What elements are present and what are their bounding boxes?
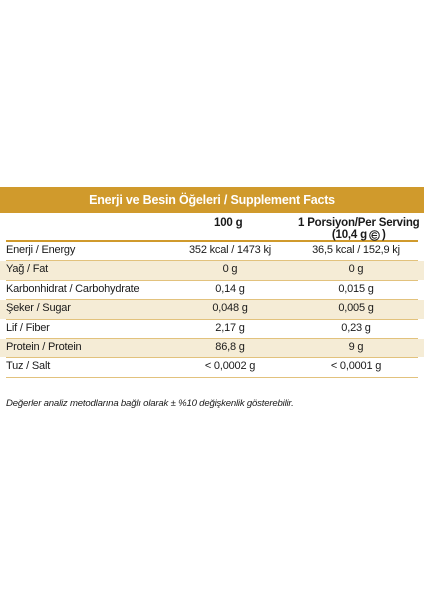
header-serving-size: (10,4 g ) [298,229,420,241]
table-row: Yağ / Fat 0 g 0 g [0,261,424,280]
value-per-100g: 0,048 g [212,302,248,315]
table-row: Tuz / Salt < 0,0002 g < 0,0001 g [0,358,424,376]
header-100g: 100 g [214,217,243,229]
value-per-100g: < 0,0002 g [204,360,256,373]
table-row: Karbonhidrat / Carbohydrate 0,14 g 0,015 g [0,281,424,299]
nutrient-label: Karbonhidrat / Carbohydrate [6,282,140,295]
value-per-serving: < 0,0001 g [330,360,382,373]
table-header: 100 g 1 Porsiyon/Per Serving (10,4 g ) [0,213,424,241]
row-divider [6,318,418,320]
serving-size-close: ) [381,229,386,241]
value-per-serving: 0,005 g [338,302,374,315]
value-per-serving: 9 g [348,340,364,353]
row-divider [6,260,418,262]
table-row: Lif / Fiber 2,17 g 0,23 g [0,320,424,338]
value-per-100g: 352 kcal / 1473 kj [188,244,271,256]
row-divider [6,299,418,301]
nutrient-label: Yağ / Fat [6,263,49,276]
value-per-serving: 0,015 g [338,282,374,295]
estimated-sign-icon [369,229,380,241]
row-divider [6,376,418,378]
nutrient-label: Protein / Protein [6,340,82,353]
table-body: Enerji / Energy 352 kcal / 1473 kj 36,5 kc… [0,242,424,378]
header-per-serving-label: 1 Porsiyon/Per Serving [298,217,420,229]
header-per-serving: 1 Porsiyon/Per Serving (10,4 g ) [298,217,420,241]
nutrient-label: Şeker / Sugar [6,302,71,315]
table-row: Şeker / Sugar 0,048 g 0,005 g [0,300,424,319]
nutrient-label: Tuz / Salt [6,360,51,373]
value-per-serving: 0 g [348,263,364,276]
row-divider [6,279,418,281]
value-per-100g: 2,17 g [215,321,245,334]
table-row: Enerji / Energy 352 kcal / 1473 kj 36,5 kc… [0,242,424,260]
value-per-100g: 0,14 g [215,282,245,295]
nutrient-label: Lif / Fiber [6,321,50,334]
footnote: Değerler analiz metodlarına bağlı olarak… [6,398,294,409]
nutrient-label: Enerji / Energy [6,244,76,256]
row-divider [6,337,418,339]
value-per-serving: 36,5 kcal / 152,9 kj [312,244,400,256]
value-per-serving: 0,23 g [341,321,371,334]
table-row: Protein / Protein 86,8 g 9 g [0,338,424,358]
header-divider [6,240,418,242]
row-divider [6,357,418,359]
value-per-100g: 86,8 g [215,340,245,353]
serving-size-value: (10,4 g [331,229,367,241]
value-per-100g: 0 g [222,263,238,276]
table-title: Enerji ve Besin Öğeleri / Supplement Fac… [0,187,424,213]
nutrition-table: Enerji ve Besin Öğeleri / Supplement Fac… [0,187,424,378]
